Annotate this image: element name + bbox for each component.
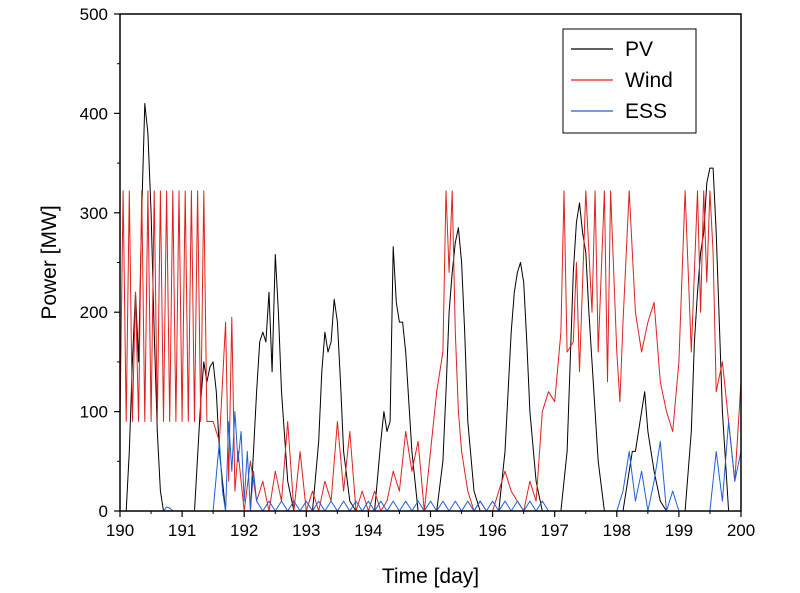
legend-label-wind: Wind <box>625 69 673 92</box>
x-axis-title: Time [day] <box>382 565 479 588</box>
legend: PV Wind ESS <box>562 28 697 134</box>
x-tick-label: 194 <box>354 521 382 540</box>
x-tick-label: 193 <box>292 521 320 540</box>
x-tick-label: 191 <box>168 521 196 540</box>
x-tick-label: 197 <box>541 521 569 540</box>
y-tick-label: 400 <box>80 104 108 123</box>
legend-label-ess: ESS <box>625 100 667 123</box>
x-tick-label: 192 <box>230 521 258 540</box>
x-tick-label: 196 <box>478 521 506 540</box>
series-line-wind <box>119 190 742 512</box>
legend-items: PV Wind ESS <box>571 38 673 123</box>
x-tick-label: 198 <box>603 521 631 540</box>
y-axis-title: Power [MW] <box>38 205 61 319</box>
y-tick-label: 300 <box>80 204 108 223</box>
series-layer <box>119 103 742 512</box>
x-tick-label: 190 <box>106 521 134 540</box>
y-tick-label: 0 <box>99 502 108 521</box>
legend-label-pv: PV <box>625 38 653 61</box>
y-tick-label: 100 <box>80 403 108 422</box>
x-tick-label: 195 <box>416 521 444 540</box>
y-tick-label: 500 <box>80 5 108 24</box>
x-tick-label: 199 <box>665 521 693 540</box>
y-tick-label: 200 <box>80 303 108 322</box>
ticks-layer: 190 191 192 193 194 195 196 197 198 199 200 0 100 200… <box>80 5 756 540</box>
legend-box <box>562 28 697 134</box>
x-tick-label: 200 <box>727 521 755 540</box>
